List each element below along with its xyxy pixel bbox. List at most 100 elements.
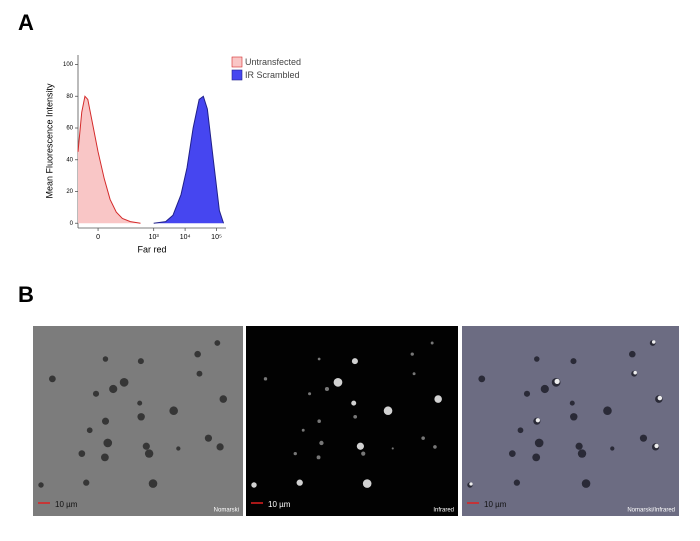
cell: [109, 384, 118, 394]
y-tick-label: 20: [66, 189, 73, 195]
x-tick-label: 10⁵: [211, 234, 222, 241]
cell: [575, 442, 583, 450]
cell-signal: [633, 370, 637, 375]
cell-signal: [535, 418, 540, 423]
y-tick-label: 80: [66, 94, 73, 100]
cell: [639, 434, 648, 442]
cell: [216, 443, 224, 451]
cell: [540, 384, 549, 394]
cell: [196, 370, 203, 377]
micrograph: [33, 326, 243, 516]
micrograph: [462, 326, 679, 516]
area-fill: [78, 96, 141, 224]
cell: [570, 413, 578, 421]
cell: [92, 390, 100, 397]
cell: [383, 406, 393, 416]
cell: [356, 442, 364, 450]
cell: [517, 427, 524, 434]
cell: [581, 479, 591, 488]
cell: [362, 479, 372, 488]
cell: [48, 375, 56, 383]
micrograph-label: Nomarski/Infrared: [627, 508, 675, 514]
cell: [319, 440, 324, 446]
cell: [142, 442, 150, 450]
cell: [391, 447, 394, 450]
cell: [430, 341, 434, 345]
x-tick-label: 0: [96, 234, 100, 241]
cell: [137, 400, 143, 406]
y-tick-label: 0: [70, 221, 74, 227]
cell: [101, 417, 110, 425]
panel-letter: A: [18, 10, 34, 35]
series-line: [153, 95, 225, 224]
cell: [508, 450, 516, 457]
micrograph-label: Nomarski: [214, 508, 239, 514]
cell: [434, 395, 442, 403]
cell: [361, 451, 366, 456]
cell: [86, 427, 93, 434]
cell: [513, 479, 521, 486]
micrograph-label: Infrared: [433, 508, 454, 514]
cell: [478, 375, 486, 383]
cell: [316, 455, 321, 460]
cell: [301, 428, 305, 432]
cell: [433, 445, 437, 449]
cell: [534, 438, 544, 448]
cell: [204, 434, 213, 442]
x-tick-label: 10³: [149, 234, 160, 241]
cell: [194, 350, 201, 358]
cell: [251, 482, 257, 488]
cell: [100, 453, 109, 462]
cell: [263, 377, 268, 381]
cell: [137, 413, 145, 421]
cell: [137, 358, 144, 365]
cell: [119, 378, 129, 387]
cell: [169, 406, 178, 416]
micrograph: [246, 326, 458, 516]
cell: [421, 436, 425, 440]
y-tick-label: 60: [66, 126, 73, 132]
cell: [410, 352, 414, 356]
cell-signal: [654, 443, 659, 449]
cell: [603, 406, 612, 416]
cell: [317, 419, 321, 423]
panel-letter: B: [18, 282, 34, 307]
cell: [351, 358, 358, 365]
cell: [610, 446, 615, 451]
cell: [214, 340, 221, 346]
legend-label: IR Scrambled: [245, 70, 300, 80]
x-tick-label: 10⁴: [180, 234, 191, 241]
legend-label: Untransfected: [245, 57, 301, 67]
y-tick-label: 100: [63, 62, 74, 68]
cell: [629, 350, 636, 358]
cell: [102, 356, 109, 362]
series-line: [77, 95, 141, 224]
cell: [103, 438, 113, 448]
cell: [148, 479, 158, 488]
cell: [577, 449, 587, 458]
cell: [523, 390, 531, 397]
cell: [534, 356, 540, 362]
cell: [570, 358, 577, 365]
cell: [351, 400, 357, 406]
cell: [333, 378, 343, 387]
y-axis-label: Mean Fluorescence Intensity: [44, 83, 54, 199]
cell-signal: [657, 395, 663, 401]
cell: [317, 357, 321, 361]
cell: [324, 386, 330, 392]
scale-label: 10 µm: [484, 500, 507, 509]
x-axis-label: Far red: [137, 244, 166, 254]
cell: [83, 479, 90, 486]
y-tick-label: 40: [66, 157, 73, 163]
cell-signal: [554, 378, 560, 384]
cell: [38, 482, 44, 488]
cell: [144, 449, 154, 458]
cell: [569, 400, 575, 406]
cell: [353, 414, 358, 419]
legend-swatch: [231, 56, 243, 68]
cell: [219, 395, 228, 403]
cell: [308, 392, 312, 396]
cell: [296, 479, 303, 486]
scale-label: 10 µm: [55, 500, 78, 509]
cell: [293, 451, 297, 456]
